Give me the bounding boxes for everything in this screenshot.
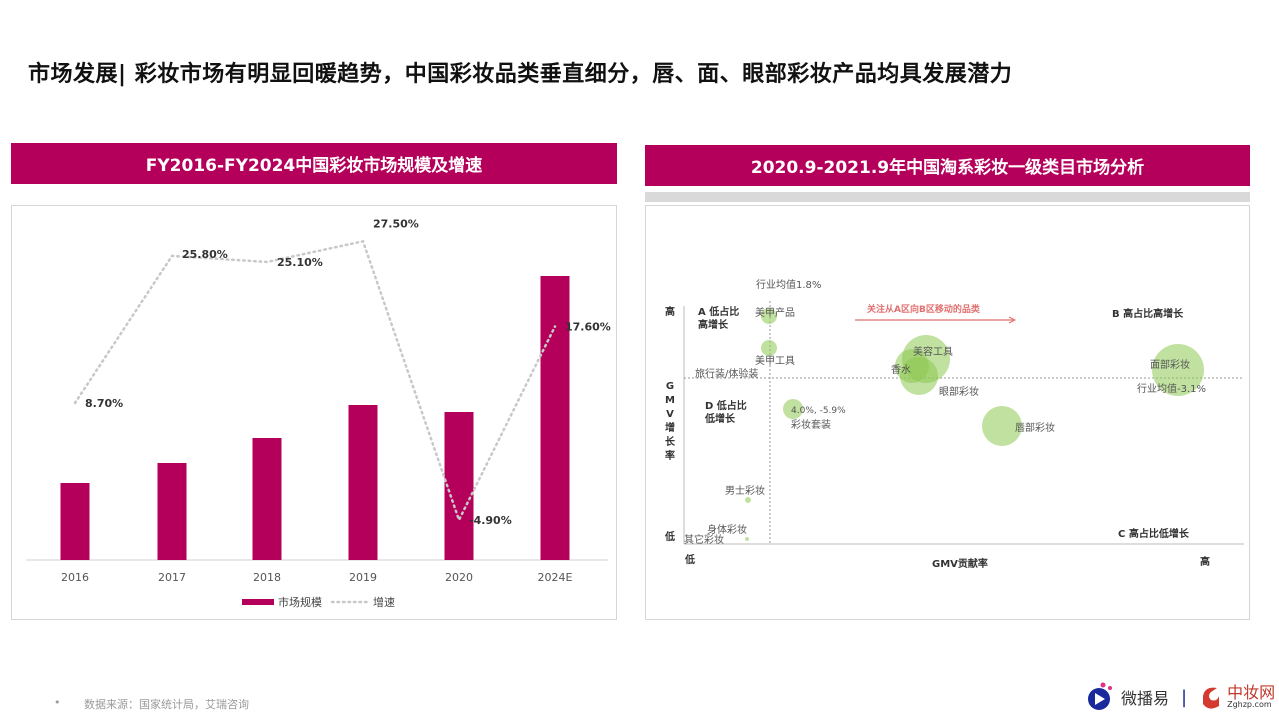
point-note: 4.0%, -5.9%: [791, 406, 846, 416]
bubble-label: 唇部彩妆: [1015, 421, 1055, 434]
bubble: [745, 537, 749, 541]
bar-chart-panel: 2016 2017 2018 2019 2020 2024E 8.70% 25.80% 25.1…: [11, 205, 617, 620]
bar-chart: 2016 2017 2018 2019 2020 2024E 8.70% 25.80% 25.1…: [26, 217, 611, 609]
bar-2017: [157, 463, 187, 560]
x-reference-label: 行业均值1.8%: [756, 278, 821, 291]
bubble-chart-panel: 美甲产品美甲工具 旅行装/体验装 美容工具 香水眼部彩妆 面部彩妆唇部彩妆 彩妆套装男士彩…: [645, 205, 1250, 620]
x-axis-title: GMV贡献率: [932, 557, 988, 570]
bubble: [1152, 344, 1204, 396]
bar-2018: [252, 438, 282, 560]
arrowhead-icon: [1008, 316, 1017, 324]
bubble-label: 其它彩妆: [684, 533, 724, 546]
data-label: 25.10%: [277, 256, 323, 269]
bubble-chart-title: 2020.9-2021.9年中国淘系彩妆一级类目市场分析: [645, 145, 1250, 186]
y-axis-title-char: 率: [665, 449, 675, 462]
bubble-label: 身体彩妆: [707, 523, 747, 536]
y-axis-title-char: 长: [665, 435, 676, 448]
y-axis-title-char: V: [666, 409, 674, 420]
bar-2020: [444, 412, 474, 560]
quadrant-c-label: C 高占比低增长: [1118, 527, 1190, 540]
data-label: 27.50%: [373, 217, 419, 230]
data-label: -4.90%: [469, 514, 512, 527]
legend-line-label: 增速: [373, 595, 395, 609]
bar-2019: [348, 405, 378, 560]
quadrant-a-label: 高增长: [698, 318, 729, 331]
source-bullet: •: [54, 696, 61, 709]
y-axis-title-char: 增: [665, 421, 675, 434]
x-tick-label: 2018: [253, 571, 281, 584]
weiboyi-logo-icon: [1088, 682, 1112, 710]
zhongzhuang-brand: 中妆网: [1227, 683, 1276, 702]
bar-2024E: [540, 276, 570, 560]
y-reference-label: 行业均值-3.1%: [1137, 382, 1206, 395]
bubble: [900, 357, 938, 395]
bubble: [761, 340, 777, 356]
x-high-label: 高: [1200, 555, 1210, 568]
brand-separator: |: [1181, 686, 1188, 708]
source-note: 数据来源：国家统计局，艾瑞咨询: [84, 698, 249, 711]
divider-strip: [645, 192, 1250, 202]
bubble: [745, 497, 751, 503]
bar-2016: [60, 483, 90, 560]
annotation-text: 关注从A区向B区移动的品类: [867, 303, 981, 315]
bubble-label: 眼部彩妆: [939, 385, 979, 398]
data-label: 25.80%: [182, 248, 228, 261]
quadrant-d-label: D 低占比: [705, 399, 747, 412]
y-high-label: 高: [665, 305, 675, 318]
x-tick-label: 2016: [61, 571, 89, 584]
data-label: 17.60%: [565, 320, 611, 333]
bubble-label: 旅行装/体验装: [695, 367, 758, 380]
bubble-label: 香水: [891, 364, 911, 376]
footer-logos: 微播易 | 中妆网 Zghzp.com: [1085, 682, 1275, 712]
zhongzhuang-url: Zghzp.com: [1227, 700, 1272, 709]
bubble: [761, 308, 777, 324]
x-low-label: 低: [684, 553, 695, 566]
data-label: 8.70%: [85, 397, 123, 410]
bar-chart-title: FY2016-FY2024中国彩妆市场规模及增速: [11, 143, 617, 184]
x-tick-label: 2017: [158, 571, 186, 584]
x-tick-label: 2019: [349, 571, 377, 584]
bubble-label: 彩妆套装: [791, 418, 831, 431]
bubble-label: 男士彩妆: [725, 484, 765, 497]
x-tick-label: 2024E: [538, 571, 573, 584]
quadrant-d-label: 低增长: [704, 412, 736, 425]
weiboyi-brand: 微播易: [1121, 689, 1170, 708]
quadrant-a-label: A 低占比: [698, 305, 739, 318]
legend-bar-swatch: [242, 599, 274, 605]
bubble-label: 面部彩妆: [1150, 358, 1190, 371]
quadrant-b-label: B 高占比高增长: [1112, 307, 1184, 320]
bubble: [982, 406, 1022, 446]
zhongzhuang-logo-icon: [1203, 687, 1220, 709]
growth-line: [73, 239, 557, 524]
x-tick-label: 2020: [445, 571, 473, 584]
legend-bar-label: 市场规模: [278, 595, 322, 609]
y-axis-title-char: G: [666, 381, 674, 392]
page-title: 市场发展| 彩妆市场有明显回暖趋势，中国彩妆品类垂直细分，唇、面、眼部彩妆产品均…: [28, 62, 1013, 87]
bubble: [783, 399, 803, 419]
y-low-label: 低: [664, 530, 675, 543]
bubble-label: 美甲工具: [755, 354, 795, 367]
bubble-label: 美甲产品: [755, 306, 795, 319]
y-axis-title-char: M: [665, 395, 675, 406]
bubble-label: 美容工具: [913, 345, 953, 358]
